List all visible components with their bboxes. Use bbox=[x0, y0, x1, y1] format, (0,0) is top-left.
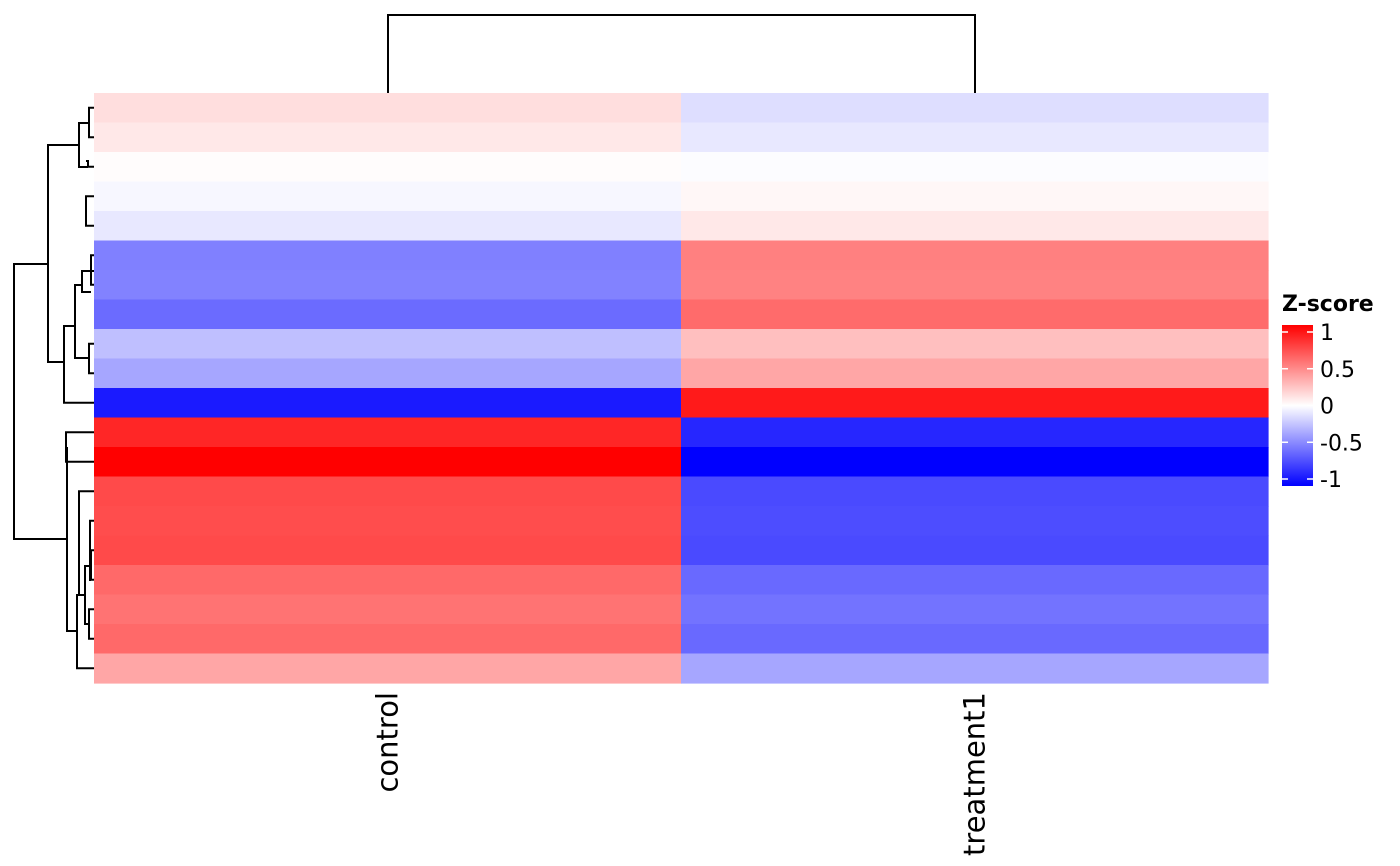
heatmap-cell-r2-treatment1 bbox=[681, 122, 1269, 153]
heatmap-cell-r17-treatment1 bbox=[681, 565, 1269, 596]
heatmap-cell-r8-control bbox=[94, 299, 682, 330]
heatmap-cell-r11-control bbox=[94, 388, 682, 419]
row-dendrogram-link-19 bbox=[13, 263, 67, 540]
legend-tick-label-1: 1 bbox=[1320, 321, 1334, 346]
row-dendrogram-link-13 bbox=[88, 608, 94, 640]
legend-title: Z-score bbox=[1282, 292, 1374, 317]
heatmap-cell-r3-treatment1 bbox=[681, 152, 1269, 183]
row-dendrogram-link-17 bbox=[65, 431, 94, 463]
heatmap-cell-r13-control bbox=[94, 447, 682, 478]
row-dendrogram-link-7 bbox=[81, 270, 94, 293]
heatmap-cell-r19-control bbox=[94, 624, 682, 655]
heatmap-cell-r8-treatment1 bbox=[681, 299, 1269, 330]
heatmap-cell-r16-control bbox=[94, 535, 682, 566]
heatmap-cell-r20-control bbox=[94, 653, 682, 684]
heatmap-cell-r14-treatment1 bbox=[681, 476, 1269, 507]
heatmap-cell-r9-control bbox=[94, 329, 682, 360]
row-dendrogram-link-10 bbox=[47, 144, 79, 363]
heatmap-cell-r17-control bbox=[94, 565, 682, 596]
heatmap-cell-r4-treatment1 bbox=[681, 181, 1269, 212]
column-labels: control treatment1 bbox=[371, 692, 992, 856]
heatmap-cell-r19-treatment1 bbox=[681, 624, 1269, 655]
row-dendrogram-link-1 bbox=[88, 106, 94, 139]
heatmap-cell-r5-control bbox=[94, 211, 682, 242]
heatmap-cells bbox=[94, 93, 1269, 684]
heatmap-cell-r2-control bbox=[94, 122, 682, 153]
row-dendrogram-link-3 bbox=[86, 160, 94, 168]
column-label-treatment1: treatment1 bbox=[958, 692, 992, 856]
heatmap-cell-r14-control bbox=[94, 476, 682, 507]
legend: Z-score 1 0.5 0 -0.5 -1 bbox=[1282, 292, 1374, 493]
heatmap-cell-r16-treatment1 bbox=[681, 535, 1269, 566]
heatmap-cell-r7-treatment1 bbox=[681, 270, 1269, 301]
heatmap-cell-r10-control bbox=[94, 358, 682, 389]
heatmap-cell-r10-treatment1 bbox=[681, 358, 1269, 389]
legend-tick-label-2: 0.5 bbox=[1320, 358, 1355, 383]
heatmap-cell-r15-treatment1 bbox=[681, 506, 1269, 537]
heatmap-cell-r4-control bbox=[94, 181, 682, 212]
heatmap-cell-r15-control bbox=[94, 506, 682, 537]
heatmap-cell-r1-treatment1 bbox=[681, 93, 1269, 124]
column-label-control: control bbox=[371, 692, 405, 793]
row-dendrogram-link-15 bbox=[78, 490, 94, 596]
legend-tick-label-5: -1 bbox=[1320, 468, 1342, 493]
heatmap-cell-r3-control bbox=[94, 152, 682, 183]
heatmap-cell-r7-control bbox=[94, 270, 682, 301]
heatmap-cell-r18-control bbox=[94, 594, 682, 625]
legend-tick-label-3: 0 bbox=[1320, 395, 1334, 420]
heatmap-cell-r5-treatment1 bbox=[681, 211, 1269, 242]
row-dendrogram-link-6 bbox=[88, 342, 94, 375]
row-dendrogram-link-9 bbox=[63, 325, 94, 404]
heatmap-cell-r18-treatment1 bbox=[681, 594, 1269, 625]
heatmap-cell-r11-treatment1 bbox=[681, 388, 1269, 419]
column-dendrogram-link bbox=[387, 14, 976, 93]
heatmap-cell-r6-control bbox=[94, 240, 682, 271]
row-dendrogram-link-12 bbox=[89, 519, 94, 581]
heatmap-cell-r12-treatment1 bbox=[681, 417, 1269, 448]
row-dendrogram-link-8 bbox=[74, 284, 89, 359]
heatmap-cell-r9-treatment1 bbox=[681, 329, 1269, 360]
heatmap-cell-r12-control bbox=[94, 417, 682, 448]
column-dendrogram bbox=[387, 14, 976, 93]
row-dendrogram bbox=[13, 106, 94, 670]
heatmap-cell-r13-treatment1 bbox=[681, 447, 1269, 478]
heatmap-cell-r6-treatment1 bbox=[681, 240, 1269, 271]
row-dendrogram-link-11 bbox=[90, 549, 94, 581]
heatmap-cell-r20-treatment1 bbox=[681, 653, 1269, 684]
heatmap-cell-r1-control bbox=[94, 93, 682, 124]
legend-tick-label-4: -0.5 bbox=[1320, 431, 1363, 456]
row-dendrogram-link-2 bbox=[85, 195, 94, 227]
row-dendrogram-link-18 bbox=[66, 447, 77, 632]
